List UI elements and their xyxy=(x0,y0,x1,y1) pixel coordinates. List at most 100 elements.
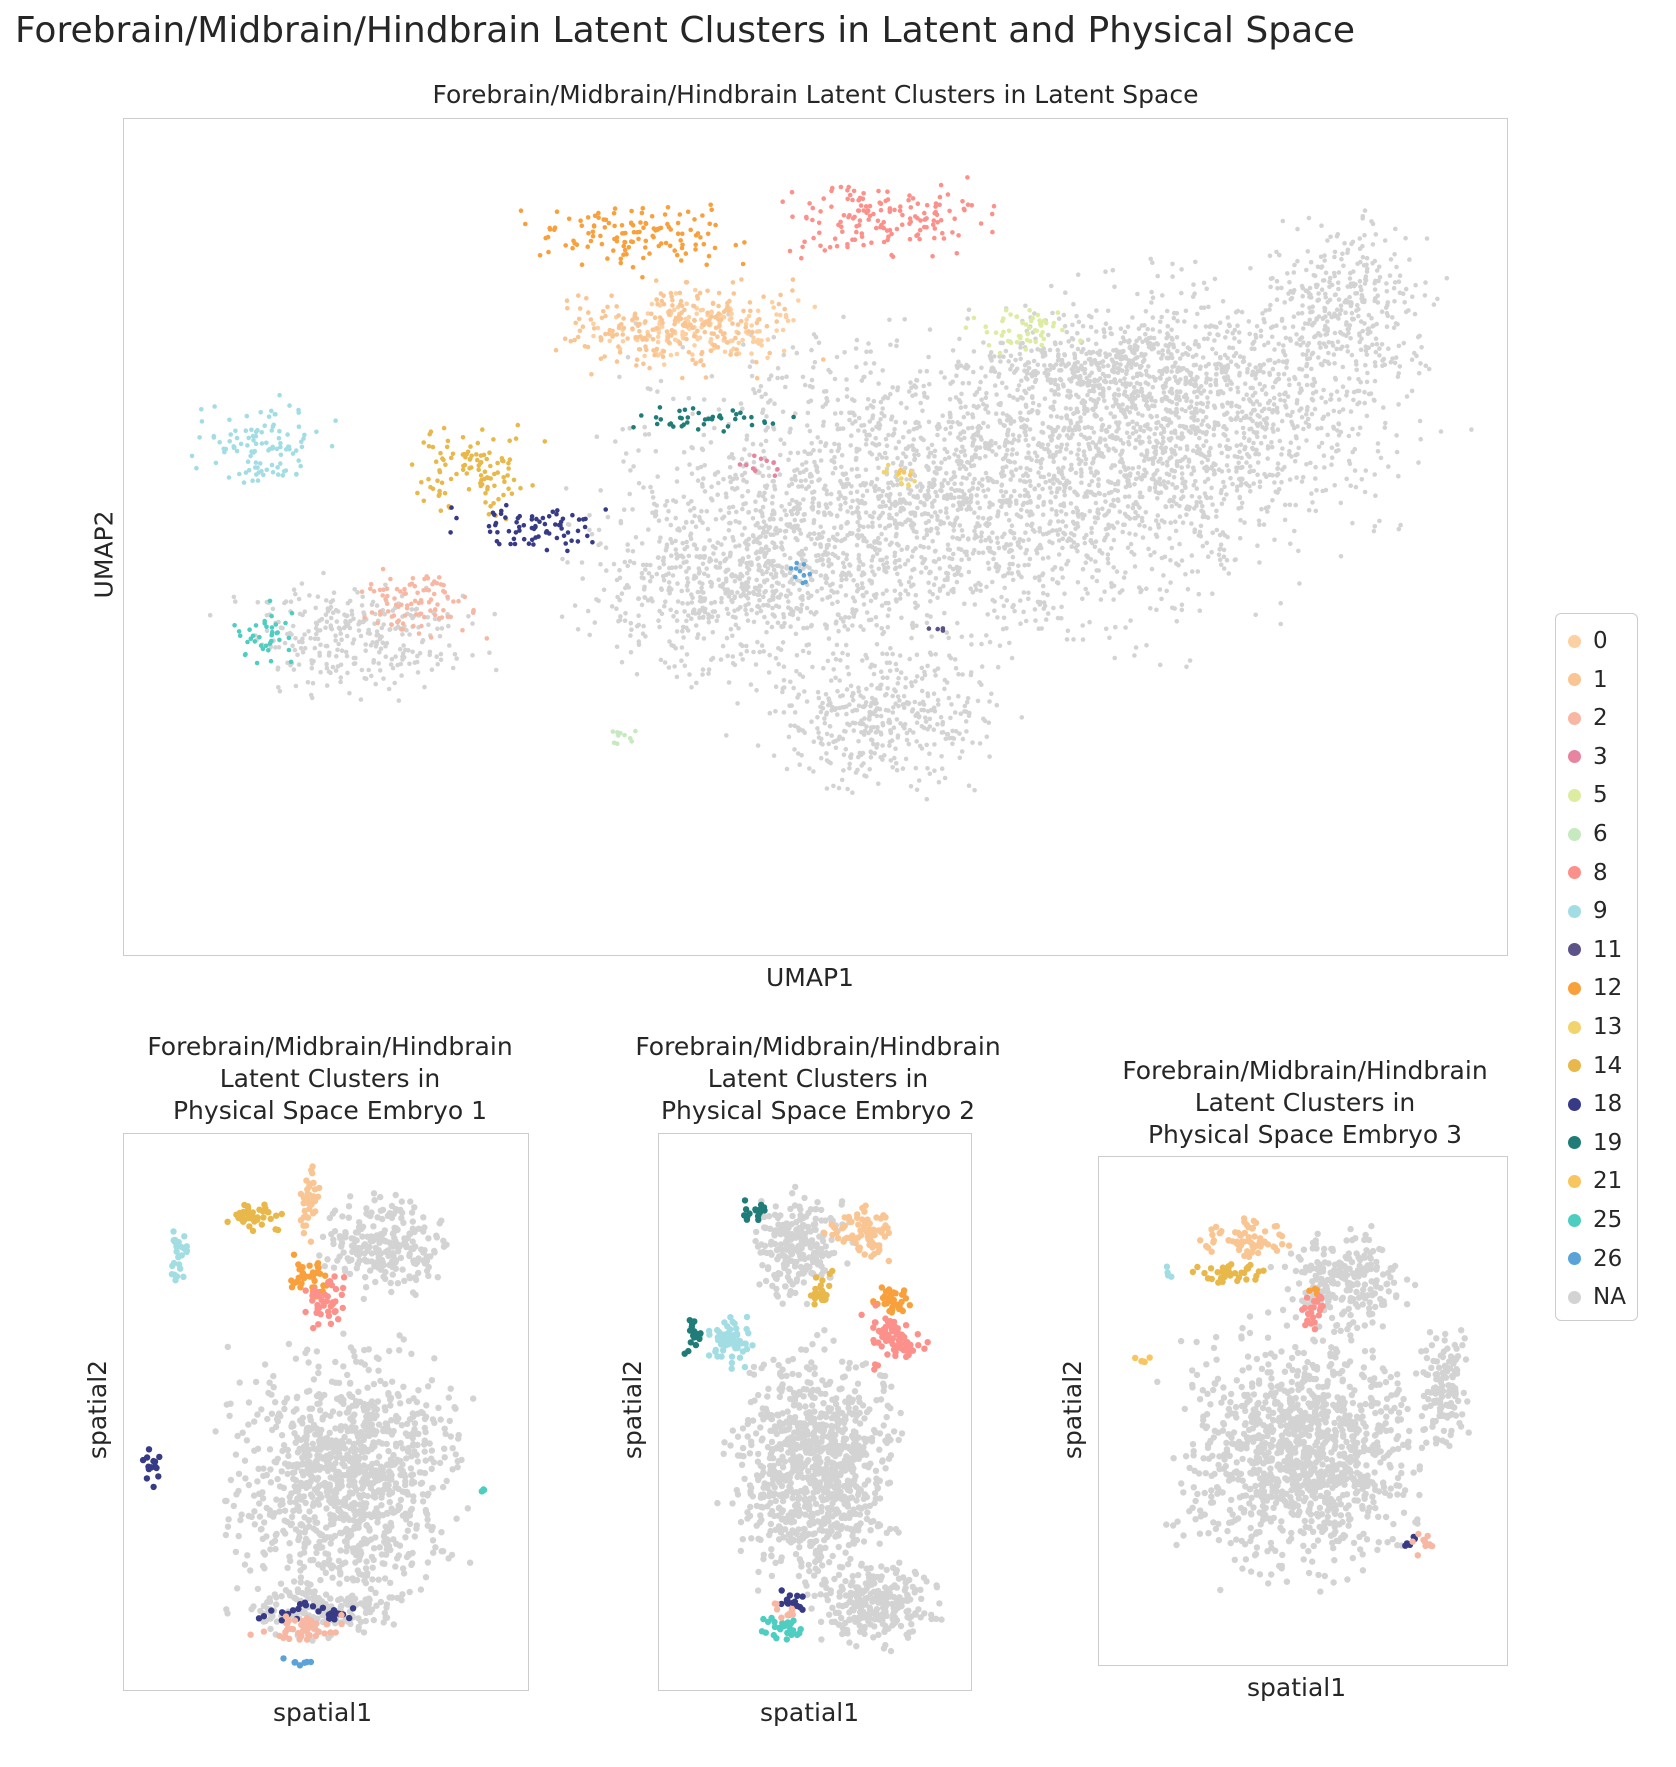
point xyxy=(973,524,979,530)
point xyxy=(766,526,772,531)
point xyxy=(824,731,830,737)
point xyxy=(940,719,946,725)
point xyxy=(880,406,885,411)
point xyxy=(1055,486,1060,492)
point xyxy=(1197,608,1203,613)
point xyxy=(1089,314,1094,320)
point xyxy=(979,397,984,403)
point xyxy=(323,643,329,649)
point xyxy=(669,553,674,558)
point xyxy=(809,479,814,485)
point xyxy=(779,624,784,630)
point xyxy=(861,761,866,766)
point xyxy=(1181,341,1186,347)
point xyxy=(1325,238,1330,243)
point xyxy=(1157,587,1163,592)
point xyxy=(904,405,909,411)
point xyxy=(942,610,947,616)
point xyxy=(1247,397,1252,402)
point xyxy=(1024,522,1030,528)
point xyxy=(681,525,687,530)
point xyxy=(1239,409,1245,415)
point xyxy=(292,647,298,653)
point xyxy=(1131,425,1136,431)
point xyxy=(890,693,895,699)
point xyxy=(1074,406,1080,412)
point xyxy=(1045,442,1051,448)
point xyxy=(1149,414,1154,420)
point xyxy=(856,685,861,690)
point xyxy=(1183,572,1188,577)
point xyxy=(1207,453,1212,458)
point xyxy=(1167,408,1172,413)
point xyxy=(659,611,665,617)
point xyxy=(1091,398,1096,404)
point xyxy=(1058,340,1063,346)
point xyxy=(1154,413,1160,419)
point xyxy=(1075,492,1080,498)
point xyxy=(927,650,933,655)
point xyxy=(999,504,1004,510)
point xyxy=(1212,276,1218,282)
point xyxy=(753,551,759,556)
point xyxy=(932,448,938,454)
point xyxy=(1066,428,1072,433)
point xyxy=(825,658,831,664)
point xyxy=(1304,412,1309,417)
point xyxy=(1164,588,1169,594)
point xyxy=(636,622,641,628)
point xyxy=(1396,473,1401,479)
point xyxy=(689,600,695,605)
point xyxy=(947,397,953,402)
point xyxy=(712,599,718,605)
point xyxy=(732,662,738,668)
point xyxy=(1174,401,1180,407)
point xyxy=(983,395,989,401)
point xyxy=(594,597,599,602)
point xyxy=(1084,532,1089,538)
point xyxy=(932,482,937,488)
point xyxy=(771,426,777,432)
point xyxy=(1188,430,1193,435)
point xyxy=(296,596,302,602)
point xyxy=(933,652,938,657)
point xyxy=(1172,374,1178,380)
point xyxy=(1072,489,1077,495)
point xyxy=(363,648,368,653)
point xyxy=(673,538,678,544)
point xyxy=(895,733,901,738)
point xyxy=(990,597,995,603)
point xyxy=(1042,446,1047,452)
point xyxy=(619,659,625,665)
point xyxy=(1239,309,1245,315)
point xyxy=(333,638,338,643)
point xyxy=(893,701,898,706)
point xyxy=(1279,452,1284,457)
point xyxy=(912,457,917,463)
point xyxy=(891,482,896,488)
point xyxy=(437,633,443,639)
point xyxy=(1265,400,1271,406)
point xyxy=(788,679,793,685)
point xyxy=(822,716,827,721)
point xyxy=(1102,513,1107,518)
point xyxy=(1079,480,1084,486)
point xyxy=(1079,473,1084,479)
point xyxy=(643,567,648,572)
point xyxy=(842,564,847,570)
point xyxy=(861,593,866,599)
point xyxy=(435,626,440,632)
point xyxy=(956,397,962,403)
point xyxy=(730,504,736,510)
point xyxy=(835,448,841,454)
point xyxy=(1010,577,1016,583)
point xyxy=(438,657,444,663)
point xyxy=(726,455,732,460)
point xyxy=(1018,410,1023,416)
point xyxy=(300,639,305,645)
point xyxy=(1018,415,1023,421)
point xyxy=(1214,514,1219,519)
point xyxy=(972,787,977,793)
point xyxy=(1009,571,1015,576)
point xyxy=(1088,466,1093,471)
